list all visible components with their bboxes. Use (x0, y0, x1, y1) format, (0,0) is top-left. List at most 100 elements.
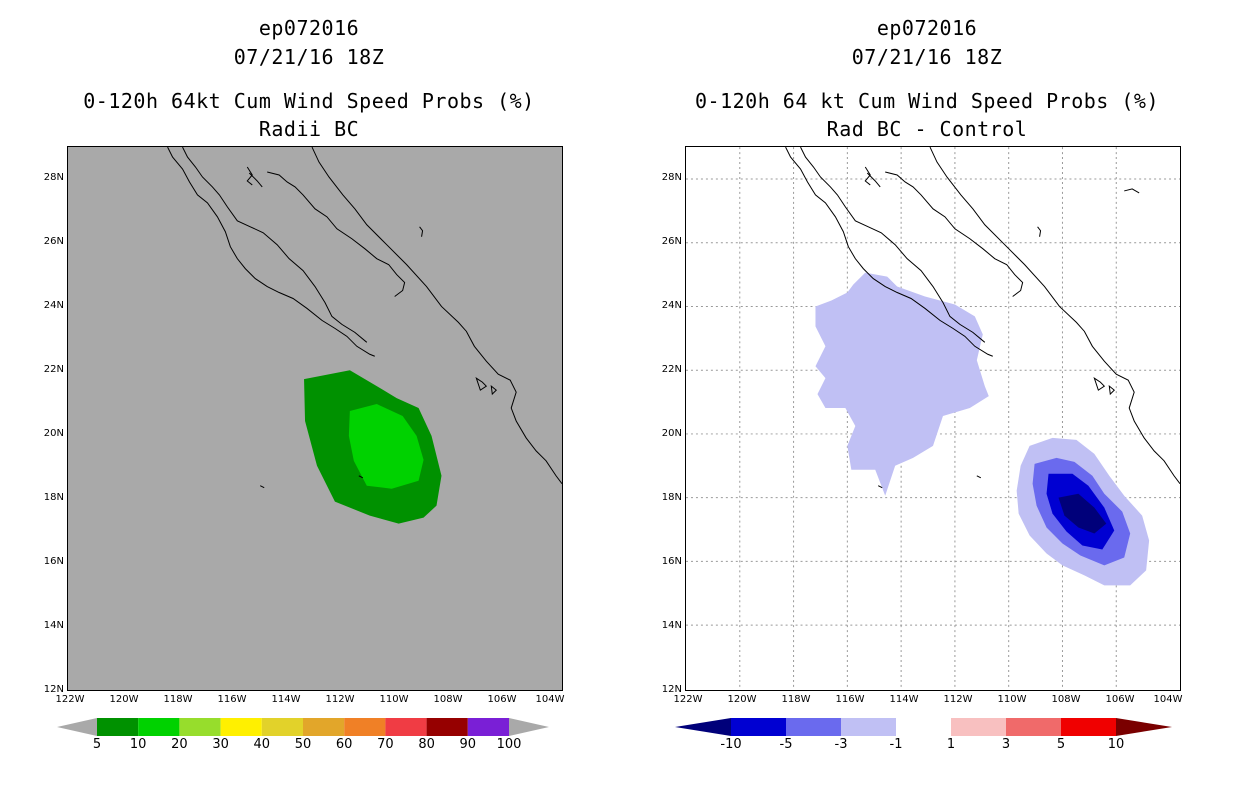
colorbar-swatch (179, 718, 221, 736)
colorbar-swatch (731, 718, 786, 736)
probability-map (167, 147, 562, 524)
lat-tick-label: 12N (661, 684, 682, 695)
lat-tick-label: 22N (43, 364, 64, 375)
storm-id: ep072016 (876, 16, 978, 40)
lon-tick-label: 110W (379, 694, 409, 705)
grid-lines (686, 147, 1180, 690)
lon-tick-label: 108W (1051, 694, 1081, 705)
colorbar-high-triangle (1116, 718, 1172, 736)
lon-tick-label: 116W (217, 694, 247, 705)
colorbar-tick-label: 100 (496, 737, 522, 752)
colorbar-tick-label: 50 (294, 737, 312, 752)
colorbar-tick-label: 70 (377, 737, 394, 752)
lon-tick-label: 112W (943, 694, 973, 705)
colorbar-swatch (303, 718, 345, 736)
colorbar-tick-label: 10 (129, 737, 147, 752)
colorbar-tick-label: 20 (171, 737, 188, 752)
colorbar-swatch (1061, 718, 1116, 736)
lon-tick-label: 106W (487, 694, 517, 705)
colorbar-swatch (1006, 718, 1061, 736)
colorbar-low-triangle (57, 718, 97, 736)
diff-contour-neg1 (815, 272, 989, 496)
lat-tick-label: 14N (661, 620, 682, 631)
lon-tick-label: 106W (1105, 694, 1135, 705)
colorbar-swatch (467, 718, 509, 736)
lat-tick-label: 20N (43, 428, 64, 439)
colorbar-swatch (344, 718, 386, 736)
colorbar-swatch (97, 718, 139, 736)
lat-tick-label: 22N (661, 364, 682, 375)
colorbar-tick-label: 40 (253, 737, 271, 752)
lat-tick-label: 28N (661, 172, 682, 183)
map-area (685, 146, 1181, 691)
lon-tick-label: 118W (163, 694, 193, 705)
colorbar-swatch (426, 718, 468, 736)
colorbar-swatch (261, 718, 303, 736)
lat-tick-label: 12N (43, 684, 64, 695)
map-area (67, 146, 563, 691)
colorbar-tick-label: 80 (418, 737, 435, 752)
colorbar-low-triangle (675, 718, 731, 736)
lat-tick-label: 16N (43, 556, 64, 567)
colorbar-tick-label: -3 (834, 737, 848, 752)
lat-tick-label: 18N (661, 492, 682, 503)
colorbar-swatch (896, 718, 951, 736)
colorbar-swatch (385, 718, 427, 736)
lon-tick-label: 120W (727, 694, 757, 705)
diff-contour-neg10 (1058, 493, 1107, 534)
lat-tick-label: 24N (43, 300, 64, 311)
lon-tick-label: 120W (109, 694, 139, 705)
colorbar-high-triangle (509, 718, 549, 736)
colorbar-tick-label: 1 (946, 737, 956, 752)
colorbar-swatch (220, 718, 262, 736)
colorbar-tick-label: 5 (92, 737, 102, 752)
colorbar-tick-label: -10 (720, 737, 742, 752)
coastline (167, 147, 562, 489)
lat-tick-label: 16N (661, 556, 682, 567)
colorbar-swatch (951, 718, 1006, 736)
lat-tick-label: 26N (43, 236, 64, 247)
lon-tick-label: 104W (535, 694, 565, 705)
colorbar-difference (675, 718, 1172, 736)
lat-tick-label: 20N (661, 428, 682, 439)
colorbar-swatch (786, 718, 841, 736)
lon-tick-label: 108W (433, 694, 463, 705)
colorbar-tick-label: 5 (1056, 737, 1066, 752)
datetime: 07/21/16 18Z (851, 45, 1003, 69)
panel-subtitle: Radii BC (258, 117, 360, 141)
lon-tick-label: 122W (673, 694, 703, 705)
storm-id: ep072016 (258, 16, 360, 40)
product-title: 0-120h 64kt Cum Wind Speed Probs (%) (83, 89, 535, 113)
difference-map (686, 147, 1180, 690)
datetime: 07/21/16 18Z (233, 45, 385, 69)
product-title: 0-120h 64 kt Cum Wind Speed Probs (%) (694, 89, 1160, 113)
colorbar-tick-label: 60 (335, 737, 353, 752)
lon-tick-label: 122W (55, 694, 85, 705)
coastline (785, 147, 1180, 489)
lon-tick-label: 116W (835, 694, 865, 705)
lon-tick-label: 114W (889, 694, 919, 705)
colorbar-swatch (841, 718, 896, 736)
colorbar-probability (57, 718, 549, 736)
lon-tick-label: 114W (271, 694, 301, 705)
colorbar-tick-label: -1 (889, 737, 903, 752)
lon-tick-label: 110W (997, 694, 1027, 705)
colorbar-tick-label: 10 (1107, 737, 1125, 752)
lat-tick-label: 14N (43, 620, 64, 631)
lon-tick-label: 112W (325, 694, 355, 705)
lat-tick-label: 28N (43, 172, 64, 183)
colorbar-tick-label: 3 (1001, 737, 1011, 752)
lon-tick-label: 104W (1153, 694, 1183, 705)
left-panel: ep072016 07/21/16 18Z 0-120h 64kt Cum Wi… (43, 16, 565, 752)
lat-tick-label: 18N (43, 492, 64, 503)
prob-contour-10 (348, 404, 424, 489)
lat-tick-label: 26N (661, 236, 682, 247)
colorbar-swatch (138, 718, 180, 736)
colorbar-tick-label: -5 (779, 737, 793, 752)
right-panel: ep072016 07/21/16 18Z 0-120h 64 kt Cum W… (618, 0, 1236, 800)
lon-tick-label: 118W (781, 694, 811, 705)
colorbar-tick-label: 90 (459, 737, 477, 752)
panel-subtitle: Rad BC - Control (826, 117, 1028, 141)
lat-tick-label: 24N (661, 300, 682, 311)
colorbar-tick-label: 30 (212, 737, 229, 752)
